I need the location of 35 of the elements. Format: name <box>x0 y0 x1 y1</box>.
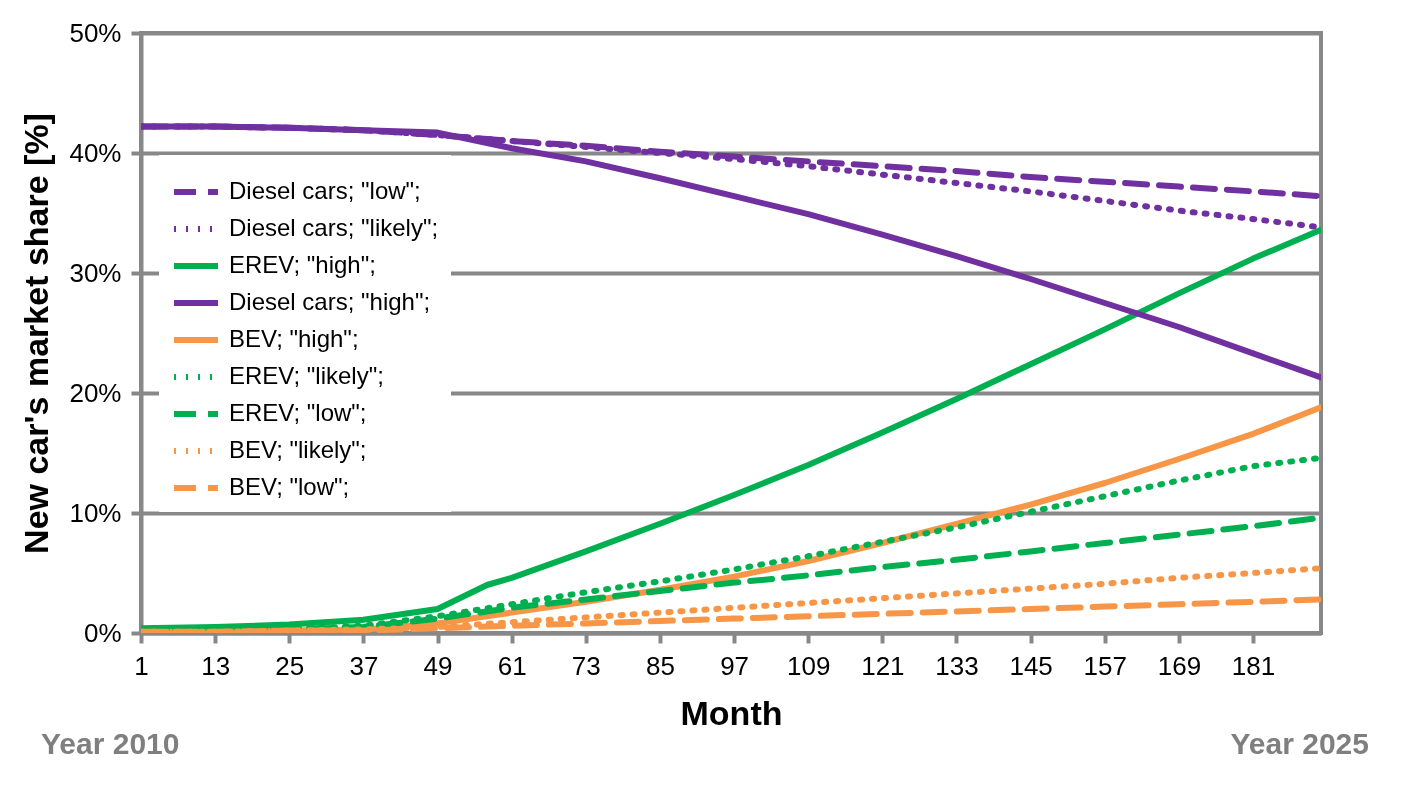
x-tick-label: 169 <box>1157 650 1202 681</box>
legend-label: BEV; "high"; <box>229 325 359 352</box>
x-tick-label: 97 <box>720 650 750 681</box>
y-tick-label: 20% <box>69 377 122 408</box>
legend-label: BEV; "low"; <box>229 473 350 500</box>
y-axis-title: New car's market share [%] <box>17 113 56 554</box>
x-tick-label: 181 <box>1231 650 1276 681</box>
legend-label: Diesel cars; "low"; <box>229 177 421 204</box>
y-tick-label: 10% <box>69 497 122 528</box>
y-tick-label: 0% <box>83 617 122 648</box>
x-tick-label: 1 <box>134 650 149 681</box>
x-tick-label: 109 <box>787 650 831 681</box>
y-tick-label: 30% <box>69 257 122 288</box>
text: Year 2025 <box>1230 727 1369 760</box>
x-tick-label: 73 <box>571 650 601 681</box>
y-tick-label: 40% <box>69 137 122 168</box>
x-tick-label: 121 <box>861 650 905 681</box>
x-tick-label: 49 <box>423 650 453 681</box>
x-tick-label: 133 <box>935 650 979 681</box>
legend-label: Diesel cars; "high"; <box>229 288 431 315</box>
x-tick-label: 145 <box>1009 650 1053 681</box>
x-tick-label: 13 <box>201 650 231 681</box>
x-tick-label: 37 <box>349 650 379 681</box>
legend-label: BEV; "likely"; <box>229 436 367 463</box>
legend-label: Diesel cars; "likely"; <box>229 214 439 241</box>
text: Year 2010 <box>41 727 180 760</box>
legend-label: EREV; "low"; <box>229 399 367 426</box>
x-axis-title: Month <box>680 693 783 732</box>
y-tick-label: 50% <box>69 17 122 48</box>
legend-label: EREV; "high"; <box>229 251 376 278</box>
x-tick-label: 85 <box>645 650 675 681</box>
x-tick-label: 157 <box>1083 650 1127 681</box>
x-tick-label: 61 <box>497 650 527 681</box>
x-tick-label: 25 <box>275 650 305 681</box>
legend-label: EREV; "likely"; <box>229 362 384 389</box>
